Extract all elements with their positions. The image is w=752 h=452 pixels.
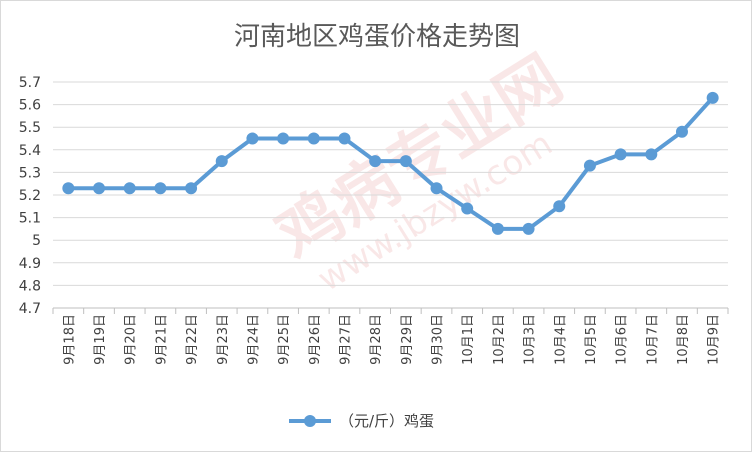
y-tick-label: 5.4: [19, 143, 41, 159]
data-point: [215, 155, 228, 168]
x-tick-label: 9月28日: [369, 314, 384, 365]
x-tick-label: 10月2日: [492, 314, 507, 365]
x-tick-label: 10月1日: [461, 314, 476, 365]
legend-label: （元/斤）鸡蛋: [339, 412, 434, 430]
legend-marker: [304, 415, 316, 427]
series-egg-price: [62, 91, 719, 235]
x-tick-label: 10月8日: [676, 314, 691, 365]
x-tick-label: 10月4日: [553, 314, 568, 365]
x-axis: [52, 307, 729, 314]
x-tick-label: 10月6日: [615, 314, 630, 365]
y-tick-label: 5.3: [19, 165, 41, 181]
y-tick-label: 5.7: [19, 75, 41, 91]
data-point: [614, 148, 627, 161]
x-tick-label: 9月19日: [93, 314, 108, 365]
x-tick-label: 9月27日: [338, 314, 353, 365]
data-point: [430, 182, 443, 195]
data-point: [553, 200, 566, 213]
data-point: [583, 159, 596, 172]
y-tick-label: 4.9: [19, 256, 41, 272]
y-tick-label: 4.8: [19, 278, 41, 294]
data-point: [123, 182, 136, 195]
x-tick-label: 9月20日: [124, 314, 139, 365]
x-tick-label: 9月29日: [400, 314, 415, 365]
x-tick-label: 9月24日: [246, 314, 261, 365]
y-tick-label: 5: [32, 233, 41, 249]
y-tick-label: 5.6: [19, 98, 41, 114]
x-tick-label: 9月30日: [431, 314, 446, 365]
data-point: [154, 182, 167, 195]
data-point: [522, 222, 535, 235]
x-tick-label: 9月18日: [62, 314, 77, 365]
x-tick-label: 10月9日: [707, 314, 722, 365]
y-tick-label: 5.5: [19, 120, 41, 136]
legend: （元/斤）鸡蛋: [289, 412, 434, 430]
y-tick-label: 5.2: [19, 188, 41, 204]
y-tick-label: 5.1: [19, 211, 41, 227]
x-tick-label: 9月22日: [185, 314, 200, 365]
data-point: [461, 202, 474, 215]
y-tick-label: 4.7: [19, 301, 41, 317]
data-point: [706, 91, 719, 104]
series-line: [68, 96, 715, 231]
y-axis-ticks: 4.7 4.8 4.9 5 5.1 5.2 5.3 5.4 5.5 5.6 5.7: [19, 75, 41, 317]
data-point: [675, 125, 688, 138]
x-tick-label: 9月21日: [154, 314, 169, 365]
data-point: [307, 132, 320, 145]
data-point: [399, 155, 412, 168]
x-axis-ticks: 9月18日 9月19日 9月20日 9月21日 9月22日 9月23日 9月24日 9月25日…: [62, 314, 721, 365]
x-tick-label: 10月5日: [584, 314, 599, 365]
data-point: [645, 148, 658, 161]
chart-title: 河南地区鸡蛋价格走势图: [234, 22, 520, 52]
data-point: [185, 182, 198, 195]
data-point: [246, 132, 259, 145]
x-tick-label: 9月23日: [216, 314, 231, 365]
data-point: [338, 132, 351, 145]
x-tick-label: 9月26日: [308, 314, 323, 365]
x-tick-label: 10月7日: [645, 314, 660, 365]
data-point: [491, 222, 504, 235]
data-point: [277, 132, 290, 145]
gridlines: [53, 81, 728, 309]
data-point: [62, 182, 75, 195]
data-point: [93, 182, 106, 195]
data-point: [369, 155, 382, 168]
x-tick-label: 10月3日: [523, 314, 538, 365]
x-tick-label: 9月25日: [277, 314, 292, 365]
